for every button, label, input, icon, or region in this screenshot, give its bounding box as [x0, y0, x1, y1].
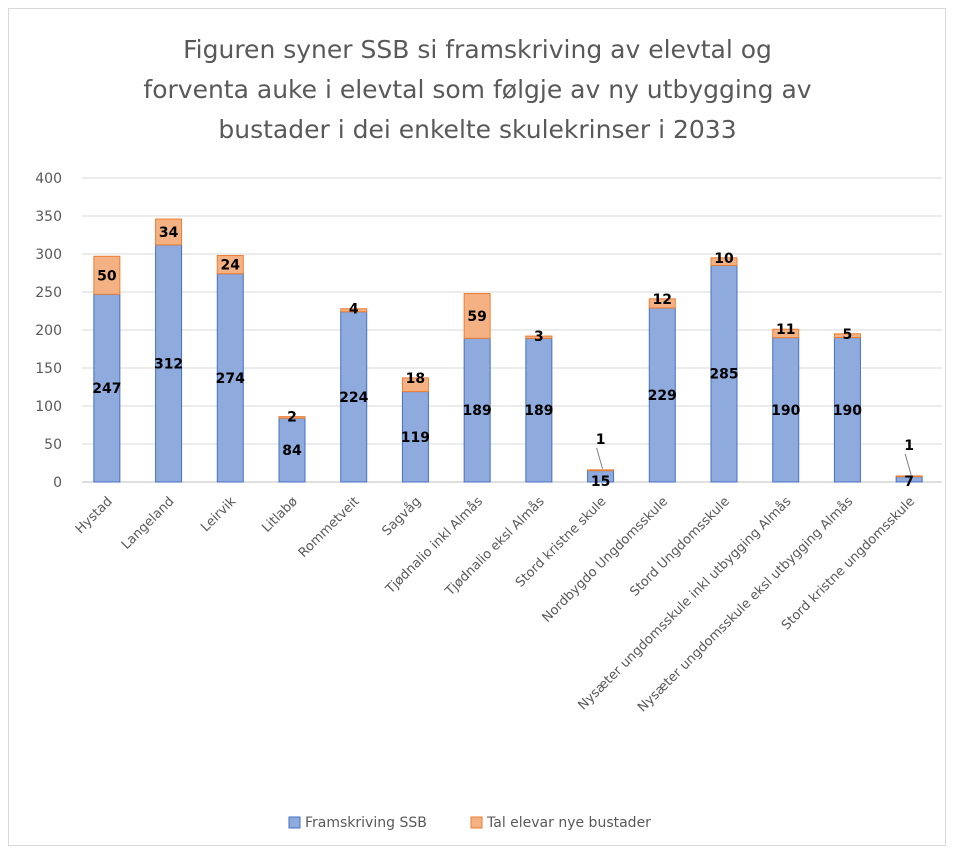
- data-label-framskriving: 247: [92, 381, 121, 397]
- bar-nye-bustader: [216, 255, 244, 275]
- data-label-framskriving: 84: [282, 443, 302, 459]
- data-label-nye-bustader: 5: [843, 327, 853, 343]
- x-category-label: Langeland: [119, 494, 178, 553]
- legend-swatch-nye-bustader: [470, 816, 483, 829]
- chart-title-line-1: Figuren syner SSB si framskriving av ele…: [183, 35, 772, 64]
- data-label-framskriving: 190: [833, 403, 862, 419]
- bar-framskriving: [340, 311, 368, 483]
- y-tick-label: 50: [44, 437, 62, 453]
- bar-framskriving: [648, 307, 676, 483]
- x-category-label: Nysæter ungdomsskule eksl utbygging Almå…: [635, 494, 856, 715]
- data-label-nye-bustader: 1: [596, 432, 606, 448]
- x-category-label: Tjødnalio eksl Almås: [442, 494, 548, 600]
- data-label-nye-bustader: 18: [406, 371, 425, 387]
- data-label-nye-bustader: 50: [97, 268, 117, 284]
- x-category-label: Hystad: [73, 494, 116, 537]
- y-tick-label: 350: [35, 209, 62, 225]
- bar-nye-bustader: [401, 377, 429, 393]
- bar-nye-bustader: [710, 257, 738, 266]
- data-label-framskriving: 189: [463, 403, 492, 419]
- bar-nye-bustader: [648, 298, 676, 309]
- legend-swatch-framskriving: [288, 816, 301, 829]
- bar-framskriving: [216, 273, 244, 483]
- bar-nye-bustader: [278, 416, 306, 419]
- x-category-label: Stord kristne ungdomsskule: [779, 494, 918, 633]
- y-tick-label: 200: [35, 323, 62, 339]
- data-label-framskriving: 189: [524, 403, 553, 419]
- bar-framskriving: [710, 264, 738, 483]
- y-tick-label: 300: [35, 247, 62, 263]
- legend-label-nye-bustader: Tal elevar nye bustader: [486, 815, 651, 831]
- bar-framskriving: [401, 391, 429, 483]
- data-label-nye-bustader: 12: [653, 292, 672, 308]
- y-tick-label: 0: [53, 475, 62, 491]
- x-category-label: Stord Ungdomsskule: [627, 494, 733, 600]
- y-tick-label: 100: [35, 399, 62, 415]
- bar-nye-bustader: [772, 328, 800, 339]
- data-label-nye-bustader: 3: [534, 329, 544, 345]
- bar-nye-bustader: [833, 333, 861, 339]
- bar-framskriving: [155, 244, 183, 483]
- bar-nye-bustader: [525, 335, 553, 339]
- data-label-nye-bustader: 1: [904, 438, 914, 454]
- data-label-framskriving: 15: [591, 474, 610, 490]
- chart-title: Figuren syner SSB si framskriving av ele…: [0, 30, 955, 150]
- bar-nye-bustader: [155, 218, 183, 246]
- bar-nye-bustader: [93, 255, 121, 295]
- x-category-label: Leirvik: [198, 494, 239, 535]
- data-label-nye-bustader: 24: [221, 258, 241, 274]
- legend-label-framskriving: Framskriving SSB: [305, 815, 427, 831]
- x-category-label: Sagvåg: [379, 494, 424, 539]
- chart-title-line-2: forventa auke i elevtal som følgje av ny…: [143, 75, 812, 104]
- data-label-framskriving: 224: [339, 390, 368, 406]
- bar-nye-bustader: [895, 475, 923, 478]
- chart-title-line-3: bustader i dei enkelte skulekrinser i 20…: [218, 115, 737, 144]
- leader-line: [596, 447, 604, 469]
- bar-nye-bustader: [463, 293, 491, 339]
- bar-framskriving: [278, 417, 306, 483]
- bar-nye-bustader: [587, 469, 615, 472]
- leader-line: [904, 453, 912, 476]
- data-label-nye-bustader: 2: [287, 410, 297, 426]
- x-category-label: Nysæter ungdomsskule inkl utbygging Almå…: [575, 494, 794, 713]
- bar-framskriving: [525, 337, 553, 483]
- bar-framskriving: [833, 337, 861, 483]
- y-tick-label: 400: [35, 171, 62, 187]
- data-label-framskriving: 285: [709, 367, 738, 383]
- data-label-nye-bustader: 10: [714, 251, 734, 267]
- bar-nye-bustader: [340, 308, 368, 313]
- data-label-nye-bustader: 11: [776, 322, 795, 338]
- data-label-framskriving: 274: [216, 371, 245, 387]
- x-category-label: Litlabø: [259, 494, 301, 536]
- x-category-label: Rommetveit: [296, 494, 363, 561]
- data-label-framskriving: 312: [154, 356, 183, 372]
- data-label-nye-bustader: 34: [159, 225, 179, 241]
- data-label-framskriving: 7: [904, 474, 914, 490]
- x-category-label: Nordbygdo Ungdomsskule: [540, 494, 672, 626]
- data-label-framskriving: 119: [401, 430, 430, 446]
- data-label-nye-bustader: 4: [349, 302, 359, 318]
- y-tick-label: 150: [35, 361, 62, 377]
- data-label-nye-bustader: 59: [467, 309, 486, 325]
- data-label-framskriving: 229: [648, 388, 677, 404]
- y-tick-label: 250: [35, 285, 62, 301]
- data-label-framskriving: 190: [771, 403, 800, 419]
